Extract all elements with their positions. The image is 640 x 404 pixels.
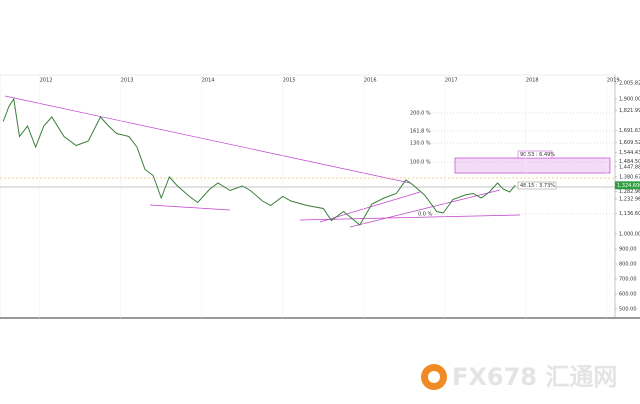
price-line	[2, 97, 516, 226]
box	[517, 150, 553, 159]
x-tick-label: 2015	[283, 78, 296, 84]
y-tick-label: 900.00	[619, 247, 637, 253]
fib-label: 130.0 %	[410, 141, 431, 147]
y-tick-label: 1,282.96	[619, 189, 640, 195]
y-tick-label: 1,900.00	[619, 97, 640, 103]
y-tick-label: 1,609.52	[619, 140, 640, 146]
y-tick-label: 1,447.88	[619, 164, 640, 170]
y-tick-label: 1,821.99	[619, 108, 640, 114]
plot-area	[0, 74, 616, 319]
current-price-label: 1,324.600	[617, 183, 640, 189]
y-tick-label: 1,136.60	[619, 211, 640, 217]
x-tick-label: 2013	[121, 78, 134, 84]
drawings	[4, 95, 611, 228]
y-tick-label: 1,232.96	[619, 197, 640, 203]
y-tick-label: 1,380.67	[619, 174, 640, 180]
current-price-box	[615, 181, 640, 190]
watermark: FX678 汇通网	[452, 363, 617, 391]
y-tick-label: 700.00	[619, 277, 637, 283]
x-tick-label: 2018	[526, 78, 539, 84]
y-tick-label: 1,691.63	[619, 128, 640, 134]
y-tick-label: 2,005.82	[619, 81, 640, 87]
box-label: 48.15 : 3.73%	[520, 183, 555, 189]
box	[517, 181, 557, 190]
y-tick-label: 1,544.43	[619, 150, 640, 156]
y-tick-label: 1,484.50	[619, 159, 640, 165]
fib-label: 200.0 %	[410, 111, 431, 117]
fib-label: 0.0 %	[418, 212, 433, 218]
fib-label: 100.0 %	[410, 160, 431, 166]
y-tick-label: 800.00	[619, 262, 637, 268]
y-tick-label: 600.00	[619, 292, 637, 298]
y-tick-label: 1,000.00	[619, 232, 640, 238]
x-tick-label: 2017	[445, 78, 458, 84]
x-tick-label: 2019	[607, 78, 620, 84]
fib-lines	[420, 112, 615, 215]
logo-icon	[428, 371, 440, 383]
x-tick-label: 2016	[364, 78, 377, 84]
y-tick-label: 500.00	[619, 307, 637, 313]
box-label: 90.53 : 6.49%	[520, 152, 555, 158]
fib-label: 161.8 %	[410, 129, 431, 135]
x-tick-label: 2014	[202, 78, 215, 84]
x-tick-label: 2012	[40, 78, 53, 84]
